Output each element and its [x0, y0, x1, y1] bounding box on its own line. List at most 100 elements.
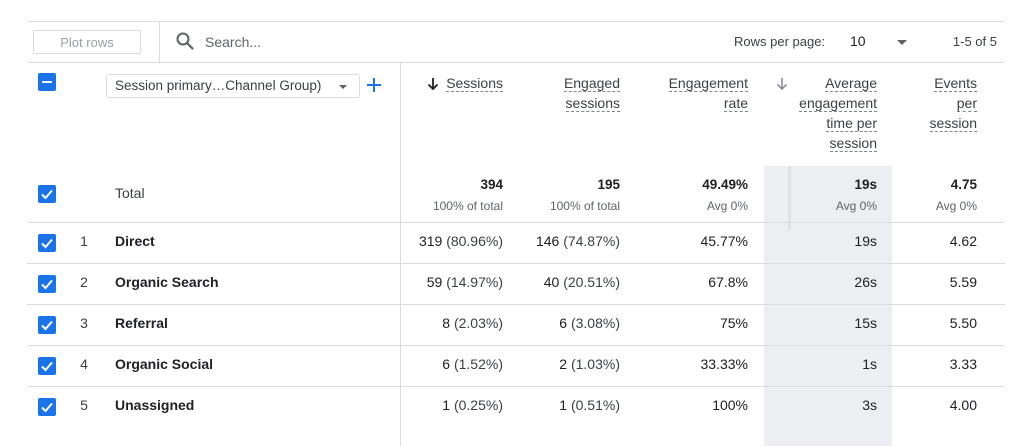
engaged-percent: (3.08%) [570, 315, 620, 331]
add-dimension-icon[interactable] [365, 76, 383, 94]
dimension-divider [400, 62, 401, 446]
header-line: Average [825, 75, 877, 92]
total-sessions-share: 100% of total [432, 199, 503, 213]
channel-name: Direct [115, 233, 155, 249]
chevron-down-icon [339, 85, 347, 89]
rows-per-page-label: Rows per page: [734, 34, 826, 49]
engagement-rate-cell: 100% [712, 397, 748, 413]
sort-arrow-icon[interactable] [776, 77, 788, 91]
average-engagement-time-cell: 26s [854, 274, 877, 290]
header-line: Events [934, 75, 977, 92]
table-toolbar: Plot rows Rows per page: 10 1-5 of 5 [27, 21, 1005, 63]
row-divider [27, 386, 1005, 387]
engaged-sessions-cell: 40 (20.51%) [507, 274, 620, 290]
row-divider [27, 345, 1005, 346]
row-index: 5 [80, 397, 88, 413]
table-row[interactable]: 3 Referral 8 (2.03%) 6 (3.08%) 75% 15s 5… [27, 304, 1005, 344]
row-checkbox[interactable] [38, 398, 56, 416]
checkmark-icon [41, 402, 53, 413]
header-line: session [929, 115, 977, 132]
column-header-events-per-session[interactable]: Events per session [907, 73, 977, 133]
total-engaged-share: 100% of total [549, 199, 620, 213]
total-events-per-session-avg: Avg 0% [935, 199, 977, 213]
engaged-percent: (1.03%) [570, 356, 620, 372]
table-row[interactable]: 4 Organic Social 6 (1.52%) 2 (1.03%) 33.… [27, 345, 1005, 385]
engaged-sessions-cell: 1 (0.51%) [507, 397, 620, 413]
dimension-select[interactable]: Session primary…Channel Group) [106, 74, 360, 98]
sessions-cell: 319 (80.96%) [403, 233, 503, 249]
row-divider [27, 263, 1005, 264]
pagination-range: 1-5 of 5 [952, 34, 997, 49]
search-input[interactable] [205, 32, 505, 52]
total-events-per-session: 4.75 [950, 177, 977, 192]
select-all-checkbox[interactable] [38, 73, 56, 91]
average-engagement-time-cell: 1s [862, 356, 877, 372]
average-engagement-time-cell: 15s [854, 315, 877, 331]
row-index: 3 [80, 315, 88, 331]
sessions-cell: 59 (14.97%) [403, 274, 503, 290]
checkmark-icon [41, 361, 53, 372]
engaged-percent: (0.51%) [570, 397, 620, 413]
channel-name: Unassigned [115, 397, 195, 413]
engaged-value: 2 [559, 356, 568, 372]
header-line: per [956, 95, 977, 112]
sessions-cell: 1 (0.25%) [403, 397, 503, 413]
sorted-column-highlight [764, 166, 892, 446]
total-engaged-sessions: 195 [597, 177, 620, 192]
row-index: 1 [80, 233, 88, 249]
sort-descending-icon[interactable] [427, 77, 439, 91]
column-header-average-engagement-time[interactable]: Average engagement time per session [792, 73, 877, 153]
row-checkbox[interactable] [38, 275, 56, 293]
header-line: sessions [565, 95, 620, 112]
events-per-session-cell: 5.59 [949, 274, 977, 290]
header-line: rate [723, 95, 748, 112]
row-divider [27, 222, 1005, 223]
engaged-sessions-cell: 2 (1.03%) [507, 356, 620, 372]
engaged-value: 6 [559, 315, 568, 331]
chevron-down-icon[interactable] [897, 40, 907, 45]
column-resize-handle[interactable] [788, 166, 791, 230]
sessions-percent: (80.96%) [446, 233, 503, 249]
toolbar-divider [159, 22, 160, 62]
engagement-rate-cell: 67.8% [708, 274, 748, 290]
header-line: Engaged [563, 75, 620, 92]
table-row[interactable]: 2 Organic Search 59 (14.97%) 40 (20.51%)… [27, 263, 1005, 303]
engaged-percent: (74.87%) [563, 233, 620, 249]
column-header-sessions[interactable]: Sessions [443, 73, 503, 93]
sessions-value: 8 [442, 315, 451, 331]
sessions-percent: (0.25%) [453, 397, 503, 413]
plot-rows-button[interactable]: Plot rows [33, 30, 141, 54]
row-checkbox[interactable] [38, 316, 56, 334]
engagement-rate-cell: 45.77% [700, 233, 748, 249]
total-sessions: 394 [480, 177, 503, 192]
column-header-engagement-rate[interactable]: Engagement rate [647, 73, 748, 113]
column-header-engaged-sessions[interactable]: Engaged sessions [527, 73, 620, 113]
engaged-sessions-cell: 146 (74.87%) [507, 233, 620, 249]
row-index: 4 [80, 356, 88, 372]
events-per-session-cell: 5.50 [949, 315, 977, 331]
sessions-value: 6 [442, 356, 451, 372]
engagement-rate-cell: 75% [719, 315, 748, 331]
row-checkbox[interactable] [38, 357, 56, 375]
average-engagement-time-cell: 19s [854, 233, 877, 249]
channel-name: Referral [115, 315, 168, 331]
rows-per-page-select[interactable]: 10 [850, 33, 866, 49]
table-row[interactable]: 5 Unassigned 1 (0.25%) 1 (0.51%) 100% 3s… [27, 386, 1005, 426]
sessions-percent: (2.03%) [453, 315, 503, 331]
header-line: time per [826, 115, 877, 132]
sessions-value: 319 [418, 233, 443, 249]
total-engagement-rate-avg: Avg 0% [706, 199, 748, 213]
sessions-cell: 8 (2.03%) [403, 315, 503, 331]
channel-name: Organic Search [115, 274, 219, 290]
checkmark-icon [41, 238, 53, 249]
total-average-engagement-time: 19s [854, 177, 877, 192]
table-row[interactable]: 1 Direct 319 (80.96%) 146 (74.87%) 45.77… [27, 222, 1005, 262]
sessions-percent: (14.97%) [446, 274, 503, 290]
engaged-sessions-cell: 6 (3.08%) [507, 315, 620, 331]
total-checkbox[interactable] [38, 185, 56, 203]
row-index: 2 [80, 274, 88, 290]
dimension-select-label: Session primary…Channel Group) [115, 78, 322, 93]
engaged-value: 146 [535, 233, 560, 249]
row-checkbox[interactable] [38, 234, 56, 252]
events-per-session-cell: 4.00 [949, 397, 977, 413]
